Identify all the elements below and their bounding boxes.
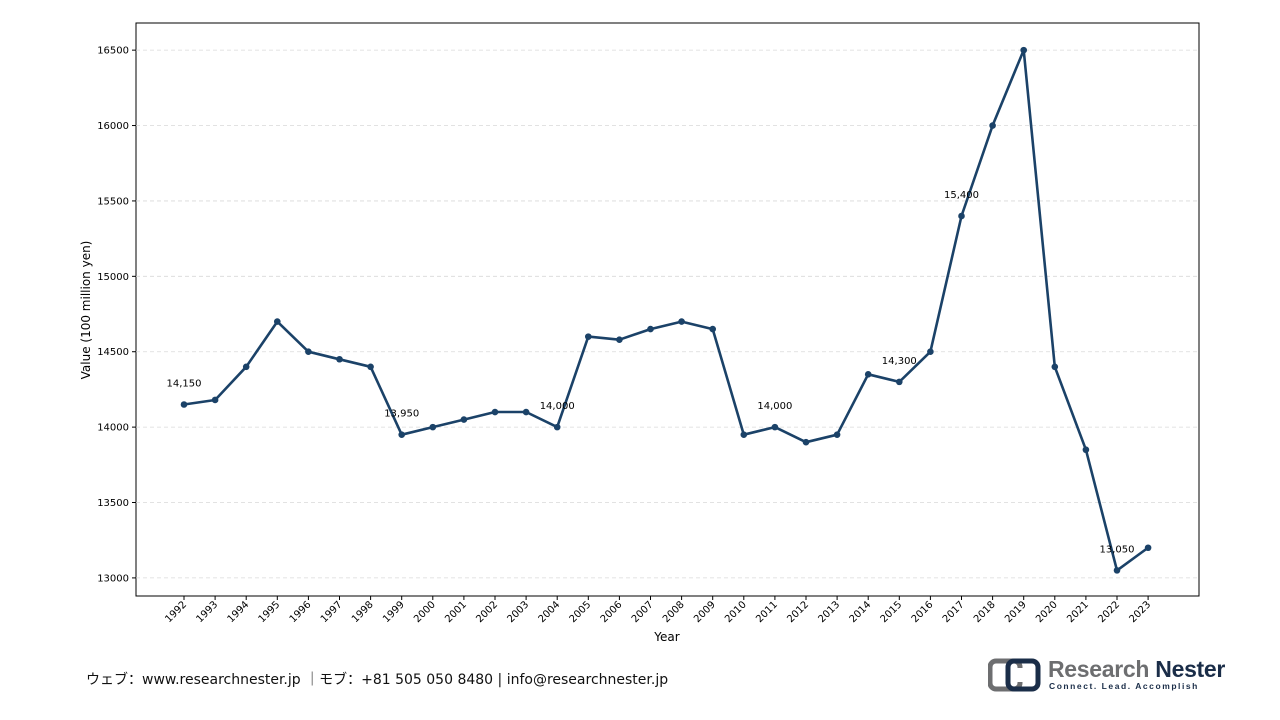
x-tick-label: 1998 [350,599,376,625]
data-point [616,336,623,343]
data-label: 13,050 [1100,544,1135,555]
research-nester-logo: Research Nester Connect. Lead. Accomplis… [988,656,1225,696]
logo-name-part1: Research [1048,656,1150,682]
x-tick-label: 1997 [319,599,345,625]
x-axis-label: Year [653,630,679,644]
x-tick-label: 2012 [785,599,811,625]
y-tick-label: 14500 [97,347,129,358]
data-point [1113,567,1121,574]
data-point [305,348,312,356]
data-point [740,431,748,438]
data-point [367,363,374,371]
y-axis-ticks: 13000 13500 14000 14500 15000 15500 16000 16500 [97,46,136,584]
data-point [927,348,934,356]
x-tick-label: 1996 [288,599,314,625]
y-tick-label: 15500 [97,196,129,207]
data-point [647,325,654,333]
research-nester-logo-icon [988,658,1041,692]
x-tick-label: 2022 [1096,599,1122,625]
data-point [896,378,903,386]
x-tick-label: 2000 [412,599,438,625]
data-point [1144,544,1152,552]
data-point [771,423,779,431]
data-label: 15,400 [944,190,979,201]
x-tick-label: 2023 [1127,599,1153,625]
x-tick-label: 2020 [1034,599,1060,625]
data-point [180,401,188,408]
y-tick-label: 16000 [97,121,129,132]
data-point [709,325,716,333]
data-point [336,355,343,363]
x-tick-label: 2011 [754,599,780,625]
data-point [242,363,250,371]
x-tick-label: 1993 [194,599,220,625]
x-tick-label: 2008 [661,599,687,625]
data-point [958,212,965,220]
data-point [1082,446,1090,454]
logo-tagline: Connect. Lead. Accomplish [1049,681,1199,691]
data-label: 14,300 [882,356,917,367]
x-tick-label: 2004 [537,599,563,625]
data-label: 14,000 [540,401,575,412]
data-point [1020,46,1027,54]
data-point [522,408,530,416]
x-tick-label: 2016 [910,599,936,625]
data-point [398,431,406,438]
x-tick-label: 1992 [163,599,189,625]
data-point [585,333,592,340]
x-tick-label: 2009 [692,599,718,625]
data-point [553,423,561,431]
series-line [183,48,1149,572]
footer-contact: ウェブ：www.researchnester.jp ｜モブ：+81 505 05… [86,672,669,688]
x-tick-label: 1995 [257,599,283,625]
x-tick-label: 2015 [879,599,905,625]
plot-area [135,22,1200,597]
x-tick-label: 2003 [505,599,531,625]
x-tick-label: 2002 [474,599,500,625]
x-axis-ticks: 1992 1993 1994 1995 1996 1997 1998 1999 2000 2001… [163,596,1153,625]
x-tick-label: 2014 [848,599,874,625]
data-label: 14,150 [167,378,202,389]
data-point [460,416,468,423]
data-point [864,371,872,378]
y-tick-label: 13500 [97,498,129,509]
x-tick-label: 2006 [599,599,625,625]
data-label: 14,000 [757,401,792,412]
x-tick-label: 2001 [443,599,469,625]
x-tick-label: 2013 [816,599,842,625]
data-point [211,396,219,404]
x-tick-label: 2019 [1003,599,1029,625]
x-tick-label: 2005 [568,599,594,625]
data-label: 13,950 [384,409,419,420]
y-tick-label: 16500 [97,46,129,57]
series-layer [180,46,1152,574]
y-axis-label: Value (100 million yen) [79,241,93,380]
logo-name: Research Nester [1048,656,1225,683]
y-tick-label: 13000 [97,573,129,584]
data-point [833,431,841,438]
data-point [802,438,810,446]
x-tick-label: 1999 [381,599,407,625]
data-labels: 14,150 13,950 14,000 14,000 14,300 15,400 13,0… [167,190,1135,555]
y-tick-label: 14000 [97,423,129,434]
data-point [429,423,437,431]
x-tick-label: 2021 [1065,599,1091,625]
data-point [989,122,996,129]
data-point [274,318,281,325]
x-tick-label: 1994 [226,599,252,625]
y-tick-label: 15000 [97,272,129,283]
data-point [1051,363,1059,371]
x-tick-label: 2007 [630,599,656,625]
x-tick-label: 2010 [723,599,749,625]
logo-name-part2: Nester [1155,656,1226,682]
x-tick-label: 2017 [941,599,967,625]
data-point [491,408,499,416]
data-point [678,318,685,325]
x-tick-label: 2018 [972,599,998,625]
